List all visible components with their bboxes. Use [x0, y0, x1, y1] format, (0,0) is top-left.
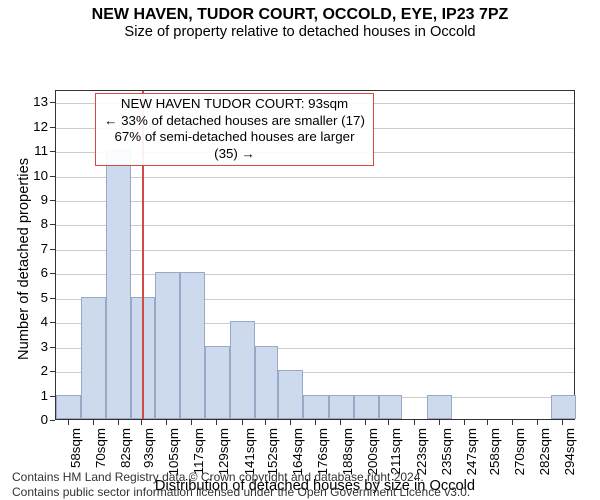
chart-container: 01234567891011121358sqm70sqm82sqm93sqm10… [0, 44, 600, 480]
histogram-bar [551, 395, 576, 419]
xtick-label: 270sqm [512, 428, 527, 478]
credits-line: Contains HM Land Registry data © Crown c… [12, 470, 470, 485]
ytick-mark [50, 200, 55, 201]
xtick-mark [414, 420, 415, 425]
ytick-label: 11 [18, 143, 48, 158]
ytick-mark [50, 273, 55, 274]
xtick-label: 258sqm [487, 428, 502, 478]
ytick-mark [50, 102, 55, 103]
ytick-mark [50, 396, 55, 397]
credits-line: Contains public sector information licen… [12, 485, 470, 500]
histogram-bar [303, 395, 328, 419]
histogram-bar [205, 346, 230, 419]
xtick-mark [191, 420, 192, 425]
ytick-label: 12 [18, 119, 48, 134]
ytick-mark [50, 127, 55, 128]
xtick-mark [512, 420, 513, 425]
ytick-mark [50, 420, 55, 421]
y-axis-label: Number of detached properties [16, 158, 32, 360]
ytick-mark [50, 151, 55, 152]
annotation-line: NEW HAVEN TUDOR COURT: 93sqm [102, 96, 367, 113]
xtick-mark [487, 420, 488, 425]
credits: Contains HM Land Registry data © Crown c… [12, 470, 470, 500]
histogram-bar [230, 321, 255, 419]
gridline [56, 201, 574, 202]
gridline [56, 250, 574, 251]
ytick-mark [50, 347, 55, 348]
ytick-mark [50, 371, 55, 372]
histogram-bar [155, 272, 180, 419]
xtick-mark [118, 420, 119, 425]
ytick-mark [50, 249, 55, 250]
annotation-line: 67% of semi-detached houses are larger (… [102, 129, 367, 162]
gridline [56, 274, 574, 275]
chart-subtitle: Size of property relative to detached ho… [0, 24, 600, 44]
ytick-mark [50, 298, 55, 299]
xtick-mark [216, 420, 217, 425]
annotation-box: NEW HAVEN TUDOR COURT: 93sqm← 33% of det… [95, 93, 374, 166]
xtick-mark [166, 420, 167, 425]
xtick-mark [265, 420, 266, 425]
annotation-line: ← 33% of detached houses are smaller (17… [102, 113, 367, 130]
ytick-mark [50, 224, 55, 225]
histogram-bar [379, 395, 402, 419]
histogram-bar [354, 395, 379, 419]
ytick-label: 2 [18, 363, 48, 378]
xtick-mark [537, 420, 538, 425]
xtick-label: 282sqm [537, 428, 552, 478]
xtick-mark [340, 420, 341, 425]
xtick-label: 294sqm [562, 428, 577, 478]
histogram-bar [106, 150, 131, 419]
ytick-label: 13 [18, 94, 48, 109]
xtick-mark [562, 420, 563, 425]
histogram-bar [329, 395, 354, 419]
histogram-bar [180, 272, 205, 419]
xtick-mark [68, 420, 69, 425]
xtick-mark [388, 420, 389, 425]
histogram-bar [278, 370, 303, 419]
ytick-label: 1 [18, 388, 48, 403]
ytick-label: 0 [18, 412, 48, 427]
histogram-bar [81, 297, 106, 419]
xtick-mark [315, 420, 316, 425]
gridline [56, 225, 574, 226]
histogram-bar [255, 346, 278, 419]
xtick-mark [439, 420, 440, 425]
xtick-mark [93, 420, 94, 425]
ytick-mark [50, 176, 55, 177]
xtick-mark [365, 420, 366, 425]
xtick-mark [290, 420, 291, 425]
ytick-mark [50, 322, 55, 323]
xtick-mark [141, 420, 142, 425]
histogram-bar [427, 395, 452, 419]
chart-title: NEW HAVEN, TUDOR COURT, OCCOLD, EYE, IP2… [0, 0, 600, 24]
histogram-bar [56, 395, 81, 419]
xtick-mark [464, 420, 465, 425]
gridline [56, 177, 574, 178]
xtick-mark [242, 420, 243, 425]
